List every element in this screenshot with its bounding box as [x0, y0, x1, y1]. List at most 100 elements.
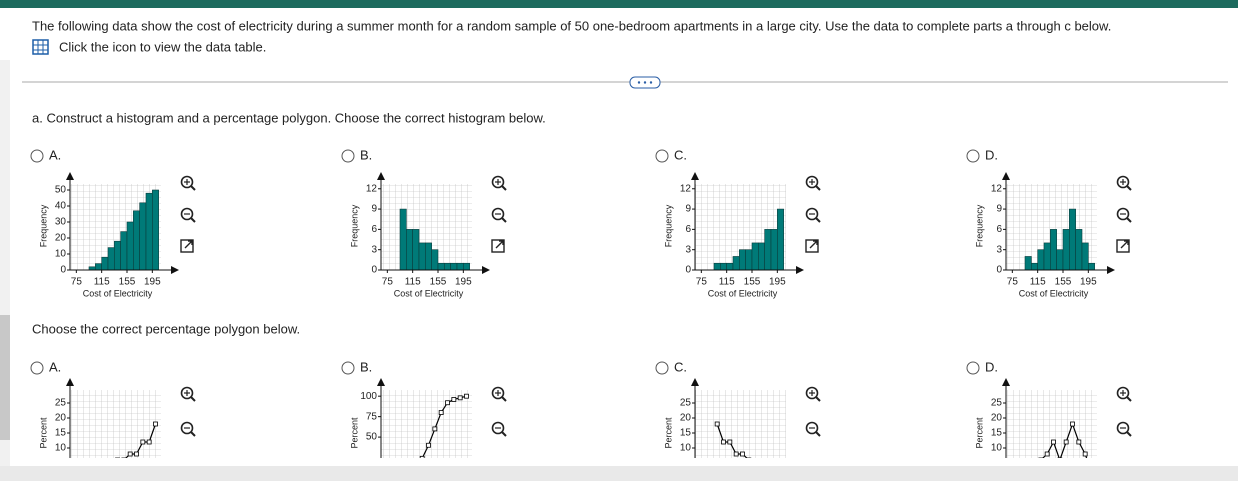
- option[interactable]: B. Percent 50 75 100: [341, 359, 507, 478]
- radio-button[interactable]: [655, 361, 669, 375]
- bar: [152, 189, 159, 271]
- radio-button[interactable]: [30, 149, 44, 163]
- zoom-out[interactable]: [1116, 207, 1132, 223]
- zoom-in[interactable]: [805, 386, 821, 402]
- popout-icon[interactable]: [491, 239, 505, 253]
- point-marker: [464, 393, 469, 399]
- x-tick-label: 195: [769, 277, 786, 288]
- popout-icon[interactable]: [1116, 239, 1130, 253]
- plot-grid: [381, 390, 472, 458]
- bar: [1043, 242, 1051, 271]
- y-tick-label: 75: [366, 411, 378, 422]
- x-tick-label: 75: [382, 277, 394, 288]
- point-marker: [721, 439, 726, 445]
- bar: [1062, 229, 1070, 271]
- option-label: C.: [674, 147, 687, 162]
- radio-button[interactable]: [341, 149, 355, 163]
- bar: [444, 262, 451, 271]
- icon-handle: [1126, 217, 1132, 223]
- option-label: B.: [360, 147, 372, 162]
- popout-icon[interactable]: [805, 239, 819, 253]
- zoom-in[interactable]: [491, 386, 507, 402]
- point-marker: [426, 442, 431, 448]
- radio-button[interactable]: [966, 361, 980, 375]
- scroll-thumb[interactable]: [0, 315, 10, 440]
- y-tick-label: 20: [991, 413, 1003, 424]
- y-tick-label: 100: [360, 391, 377, 402]
- x-tick-label: 195: [455, 277, 472, 288]
- icon-ring: [491, 175, 505, 189]
- x-tick-label: 115: [94, 277, 110, 288]
- bar: [126, 221, 134, 271]
- point-marker: [733, 451, 739, 457]
- y-tick-label: 12: [991, 183, 1003, 194]
- y-tick-label: 3: [371, 244, 377, 255]
- bar: [732, 256, 740, 271]
- icon-ring: [1116, 386, 1130, 400]
- point-marker: [727, 439, 733, 445]
- option[interactable]: C. Percent 10 15 20 25: [655, 359, 821, 478]
- table-icon[interactable]: [32, 39, 49, 55]
- zoom-out[interactable]: [491, 207, 507, 223]
- y-axis-label: Percent: [349, 417, 359, 449]
- bar: [431, 249, 439, 271]
- option[interactable]: D. Percent 10 15 20 25: [966, 359, 1132, 478]
- zoom-out[interactable]: [180, 421, 196, 437]
- zoom-out[interactable]: [1116, 421, 1132, 437]
- bar: [777, 208, 784, 271]
- option-label: D.: [985, 359, 998, 374]
- zoom-in[interactable]: [180, 386, 196, 402]
- radio-button[interactable]: [341, 361, 355, 375]
- x-axis-label: Cost of Electricity: [83, 288, 153, 298]
- bar: [120, 231, 128, 271]
- point-marker: [438, 410, 444, 415]
- radio-button[interactable]: [30, 361, 44, 375]
- x-tick-label: 115: [405, 277, 421, 288]
- bar: [720, 262, 727, 271]
- icon-ring: [805, 421, 819, 435]
- zoom-in[interactable]: [491, 175, 507, 191]
- zoom-out[interactable]: [805, 207, 821, 223]
- radio-button[interactable]: [966, 149, 980, 163]
- y-tick-label: 20: [55, 233, 67, 244]
- scrollbar[interactable]: [0, 60, 10, 470]
- zoom-out[interactable]: [491, 421, 507, 437]
- zoom-in[interactable]: [1116, 175, 1132, 191]
- bar: [101, 256, 109, 271]
- icon-handle: [815, 217, 821, 223]
- y-tick-label: 3: [996, 244, 1002, 255]
- x-tick-label: 155: [119, 277, 136, 288]
- data-link[interactable]: Click the icon to view the data table.: [59, 39, 266, 54]
- popout-icon[interactable]: [180, 239, 194, 253]
- option[interactable]: A. Percent 10 15 20 25: [30, 359, 196, 478]
- y-tick-label: 6: [996, 224, 1002, 235]
- zoom-out[interactable]: [180, 207, 196, 223]
- y-tick-label: 6: [371, 224, 377, 235]
- bar: [145, 192, 153, 271]
- radio-button[interactable]: [655, 149, 669, 163]
- zoom-out[interactable]: [805, 421, 821, 437]
- expand-button[interactable]: [629, 76, 661, 89]
- bar: [758, 242, 765, 271]
- bar: [1050, 229, 1057, 271]
- bar: [770, 229, 778, 271]
- icon-ring: [491, 207, 505, 221]
- icon-arrow: [184, 240, 193, 249]
- icon-ring: [805, 386, 819, 400]
- zoom-in[interactable]: [805, 175, 821, 191]
- bar: [751, 242, 759, 271]
- y-axis-label: Percent: [38, 417, 48, 449]
- y-tick-label: 15: [991, 428, 1003, 439]
- y-tick-label: 40: [55, 201, 67, 212]
- point-marker: [127, 451, 133, 457]
- icon-ring: [491, 386, 505, 400]
- zoom-in[interactable]: [1116, 386, 1132, 402]
- point-marker: [115, 457, 120, 458]
- zoom-in[interactable]: [180, 175, 196, 191]
- x-tick-label: 115: [1030, 277, 1046, 288]
